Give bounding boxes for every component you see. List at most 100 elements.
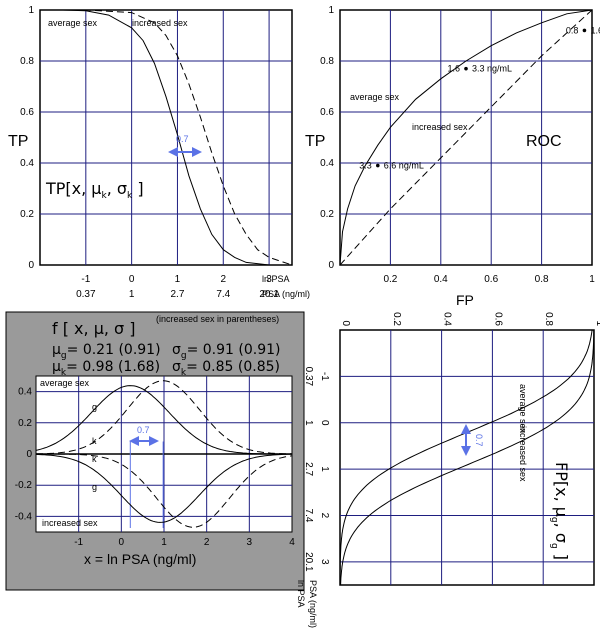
roc-point-label: 3.3: [359, 161, 372, 171]
roc-ylabel: TP: [305, 133, 325, 150]
tp-series-label-increased: increased sex: [132, 18, 188, 28]
curve-label-k-top: k: [92, 436, 97, 446]
tp-xticks: -1 0.37 0 1 1 2.7 2 7.4 3 20.1: [76, 274, 279, 300]
roc-xtick-label: 0.8: [535, 274, 549, 285]
roc-panel: 0.8 1.6 ng/mL 1.6 3.3 ng/mL 3.3 6.6 ng/mL 0 0.…: [305, 5, 600, 308]
density-curve-g-increased: [35, 453, 293, 523]
roc-curve-increased: [339, 9, 593, 266]
density-ytick-label: -0.2: [15, 480, 33, 491]
density-yticks: 0.4 0.2 0 -0.2 -0.4: [15, 387, 33, 523]
density-xtick-label: 4: [289, 537, 295, 548]
density-xtick-label: 0: [119, 537, 125, 548]
fp-curve-increased: [340, 330, 595, 586]
tp-xtick-psa: 2.7: [171, 289, 185, 300]
fp-xtick-label: 1: [594, 320, 600, 326]
roc-point: [582, 28, 587, 33]
roc-curves: [339, 9, 593, 266]
roc-xtick-label: 0.2: [383, 274, 397, 285]
density-xtick-label: 1: [161, 537, 167, 548]
tp-xtick-lnpsa: 2: [220, 274, 226, 285]
curve-label-g-bottom: g: [92, 482, 97, 492]
density-curve-k-increased: [36, 453, 293, 528]
tp-ytick-label: 0.2: [20, 209, 34, 220]
roc-point-psa: 3.3 ng/mL: [472, 64, 512, 74]
tp-ylabel: TP: [8, 133, 28, 150]
density-xtick-label: -1: [74, 537, 83, 548]
roc-ytick-label: 0.8: [320, 56, 334, 67]
fp-xtick-label: 0.6: [492, 312, 503, 326]
roc-series-label-average: average sex: [350, 92, 400, 102]
fp-xtick-label: 0.2: [391, 312, 402, 326]
roc-point-label: 0.8: [566, 25, 579, 35]
fp-xtick-label: 0.8: [543, 312, 554, 326]
density-shift-label: 0.7: [137, 425, 150, 435]
roc-xtick-label: 0.6: [484, 274, 498, 285]
tp-yticks: 0 0.2 0.4 0.6 0.8 1: [20, 5, 34, 271]
density-curve-k-average: [36, 380, 293, 455]
tp-ytick-label: 0: [28, 260, 34, 271]
density-xlabel: x = ln PSA (ng/ml): [84, 551, 196, 567]
tp-xtick-psa: 0.37: [76, 289, 96, 300]
tp-ytick-label: 1: [28, 5, 34, 16]
density-curve-g-average: [35, 385, 292, 455]
tp-curves: [40, 9, 293, 266]
fp-xtick-label: 0: [340, 320, 351, 326]
tp-curve-average: [40, 9, 292, 266]
fp-ytick-lnpsa: 3: [319, 559, 330, 565]
tp-ytick-label: 0.6: [20, 107, 34, 118]
tp-curve-increased: [40, 9, 293, 266]
fp-xtick-label: 0.4: [442, 312, 453, 326]
fp-ytick-psa: 20.1: [303, 552, 314, 572]
density-grid: [36, 376, 292, 532]
tp-xtick-psa: 20.1: [259, 289, 279, 300]
tp-xunit-psa: PSA (ng/ml): [262, 289, 310, 299]
density-xtick-label: 3: [247, 537, 253, 548]
tp-xtick-lnpsa: 1: [175, 274, 181, 285]
fp-ytick-lnpsa: 2: [319, 513, 330, 519]
tp-xtick-lnpsa: 3: [266, 274, 272, 285]
fp-ytick-psa: 2.7: [303, 462, 314, 476]
roc-point: [376, 163, 380, 168]
roc-point-label: 1.6: [447, 64, 460, 74]
density-xtick-label: 2: [204, 537, 210, 548]
tp-xtick-psa: 7.4: [216, 289, 230, 300]
mu-g-param: μg= 0.21 (0.91): [52, 342, 161, 361]
fp-series-label-average: average sex: [518, 384, 528, 434]
roc-point-psa: 1.6 ng/mL: [590, 25, 600, 35]
density-curves: [35, 380, 293, 528]
density-bottom-label: increased sex: [42, 518, 98, 528]
density-shift-arrow: [129, 436, 159, 446]
density-ytick-label: 0: [26, 449, 32, 460]
sigma-g-param: σg= 0.91 (0.91): [172, 342, 281, 361]
fp-ytick-psa: 7.4: [303, 509, 314, 523]
fp-formula-label: FP[x, μg, σg ]: [549, 462, 571, 560]
fp-yunit-psa: PSA (ng/ml): [308, 580, 318, 628]
roc-point-psa: 6.6 ng/mL: [384, 161, 424, 171]
fp-ytick-lnpsa: 0: [319, 420, 330, 426]
roc-xtick-label: 1: [589, 274, 595, 285]
roc-series-label-increased: increased sex: [412, 122, 468, 132]
roc-ytick-label: 0: [328, 260, 334, 271]
curve-label-k-bottom: k: [92, 454, 97, 464]
curve-label-g-top: g: [92, 402, 97, 412]
mu-k-param: μk= 0.98 (1.68): [52, 359, 160, 378]
tp-shift-arrow: [168, 147, 202, 157]
fp-curve-average: [339, 329, 593, 585]
roc-title: ROC: [526, 133, 562, 150]
fp-yunit-lnpsa: ln PSA: [296, 580, 306, 608]
roc-ytick-label: 0.2: [320, 209, 334, 220]
density-ytick-label: 0.2: [18, 418, 32, 429]
tp-series-label-average: average sex: [48, 18, 98, 28]
fp-series-label-increased: increased sex: [518, 426, 528, 482]
tp-xtick-lnpsa: 0: [129, 274, 135, 285]
roc-xlabel: FP: [456, 292, 474, 308]
fp-shift-arrow: [461, 424, 471, 456]
fp-xticks: 0 0.2 0.4 0.6 0.8 1: [340, 312, 600, 326]
tp-grid: [40, 10, 292, 265]
roc-plot-frame: [339, 9, 593, 266]
density-xticks: -1 0 1 2 3 4: [74, 537, 295, 548]
fp-grid: [340, 330, 594, 585]
